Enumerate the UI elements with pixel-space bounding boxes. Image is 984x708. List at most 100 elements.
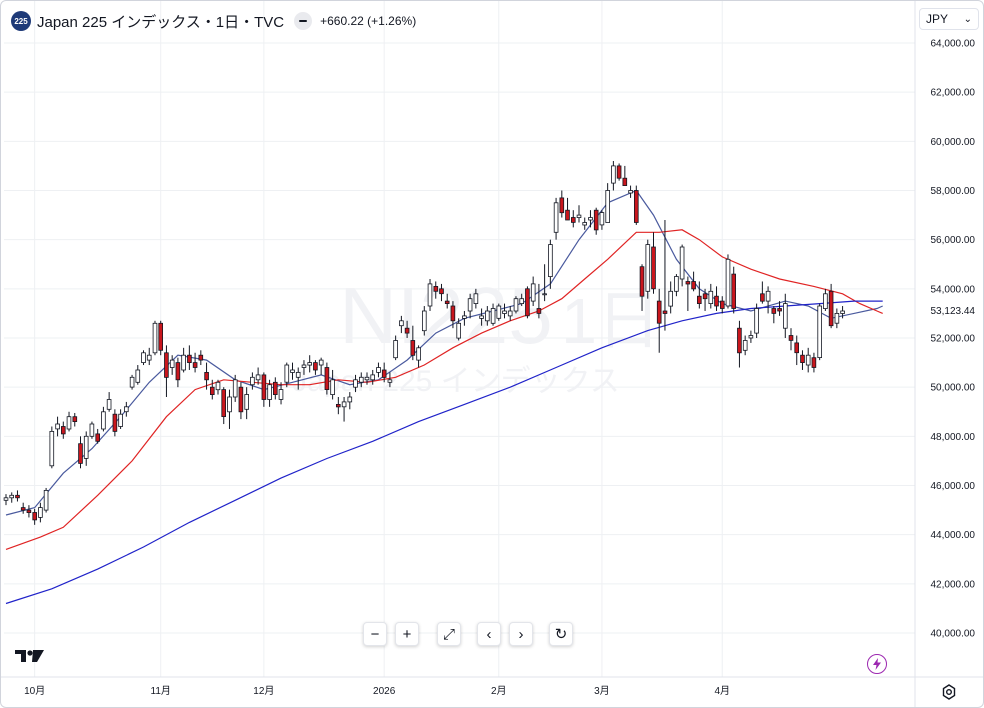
y-tick-label: 50,000.00 bbox=[931, 383, 976, 394]
candle bbox=[605, 183, 610, 223]
candle bbox=[261, 372, 267, 407]
time-axis[interactable]: 10月 11月 12月 2026 2月 3月 4月 bbox=[24, 685, 730, 697]
candle bbox=[788, 328, 794, 351]
candle bbox=[565, 197, 570, 221]
candle-body-down bbox=[565, 209, 570, 221]
candle bbox=[192, 352, 198, 373]
candle-body-down bbox=[61, 426, 66, 435]
zoom-in-button[interactable]: + bbox=[395, 622, 419, 646]
candle bbox=[542, 264, 547, 302]
candle bbox=[353, 374, 358, 393]
symbol-logo[interactable]: 225 bbox=[11, 11, 31, 31]
y-tick-label: 48,000.00 bbox=[931, 432, 976, 443]
candle bbox=[307, 355, 312, 373]
candle bbox=[152, 320, 158, 356]
candle-body-down bbox=[238, 386, 244, 413]
candle bbox=[284, 362, 290, 388]
candle-body-up bbox=[742, 340, 748, 351]
candle bbox=[255, 367, 261, 385]
candle-body-down bbox=[26, 509, 32, 514]
watermark-name: Japan 225 インデックス bbox=[292, 365, 620, 398]
candle-body-down bbox=[811, 357, 817, 368]
watermark: NI225 1日 Japan 225 インデックス bbox=[292, 271, 661, 398]
candle-body-up bbox=[146, 354, 152, 361]
lightning-icon[interactable] bbox=[867, 654, 887, 674]
currency-selector[interactable]: JPY ⌄ bbox=[919, 8, 979, 30]
candle bbox=[588, 210, 593, 228]
candle-body-up bbox=[227, 396, 232, 413]
candle bbox=[467, 293, 473, 319]
y-tick-label: 52,000.00 bbox=[931, 334, 976, 345]
candle bbox=[9, 492, 15, 503]
candle-body-up bbox=[376, 367, 381, 373]
candle bbox=[490, 303, 496, 326]
candle bbox=[513, 296, 519, 314]
reset-scale-button[interactable]: ⤢ bbox=[437, 622, 461, 646]
candle-body-down bbox=[697, 295, 702, 305]
candle bbox=[559, 190, 565, 218]
candle-body-up bbox=[387, 379, 393, 383]
last-price-value: 53,123.44 bbox=[931, 306, 976, 317]
candle bbox=[668, 281, 673, 314]
candle bbox=[622, 165, 628, 186]
tradingview-logo-icon[interactable] bbox=[14, 648, 46, 664]
candle bbox=[209, 379, 215, 400]
scroll-right-button[interactable]: › bbox=[509, 622, 533, 646]
candle bbox=[43, 487, 49, 513]
candle-body-down bbox=[444, 300, 450, 305]
candle bbox=[49, 426, 55, 469]
candle bbox=[456, 318, 461, 341]
candle-body-up bbox=[66, 416, 72, 430]
candle bbox=[697, 281, 702, 309]
candle bbox=[61, 421, 66, 439]
candle-body-up bbox=[353, 379, 358, 388]
symbol-title[interactable]: Japan 225 インデックス・1日・TVC bbox=[37, 13, 285, 31]
candle bbox=[290, 362, 295, 380]
candle-body-up bbox=[754, 308, 759, 334]
reset-chart-button[interactable]: ↻ bbox=[549, 622, 573, 646]
candle-body-up bbox=[605, 190, 610, 223]
candle-body-up bbox=[611, 165, 616, 184]
more-options-icon[interactable] bbox=[294, 12, 313, 30]
candle-body-up bbox=[823, 293, 828, 309]
candle-body-up bbox=[341, 401, 347, 408]
candle-body-up bbox=[507, 310, 513, 317]
candle bbox=[507, 306, 513, 321]
candle-body-down bbox=[702, 293, 708, 300]
zoom-out-button[interactable]: − bbox=[363, 622, 387, 646]
candle-body-up bbox=[473, 293, 479, 304]
candle-body-down bbox=[622, 177, 628, 186]
candle-body-up bbox=[244, 394, 250, 410]
candle-body-up bbox=[834, 312, 840, 324]
candle-body-up bbox=[284, 364, 290, 383]
candle bbox=[783, 293, 788, 338]
candle-body-up bbox=[9, 494, 15, 499]
candle-body-up bbox=[553, 202, 559, 233]
candle-body-down bbox=[209, 386, 215, 396]
candle bbox=[679, 244, 685, 287]
candle-body-up bbox=[421, 310, 427, 332]
candle bbox=[656, 288, 662, 353]
candle bbox=[496, 303, 502, 321]
candle bbox=[823, 288, 828, 311]
candle bbox=[599, 210, 605, 230]
candle-body-up bbox=[250, 376, 255, 386]
candle-body-down bbox=[685, 281, 691, 285]
candle bbox=[519, 293, 524, 307]
candle-body-up bbox=[106, 399, 112, 410]
price-axis[interactable]: 40,000.00 42,000.00 44,000.00 46,000.00 48,0… bbox=[931, 39, 976, 640]
candle bbox=[473, 288, 479, 309]
candle bbox=[267, 379, 272, 407]
candle bbox=[55, 416, 60, 437]
candle bbox=[674, 274, 679, 297]
candle bbox=[181, 347, 186, 373]
candle bbox=[444, 293, 450, 309]
candle bbox=[232, 374, 238, 402]
candle-body-down bbox=[272, 381, 278, 395]
settings-gear-icon[interactable] bbox=[941, 684, 957, 700]
candle bbox=[295, 367, 301, 390]
candle bbox=[158, 320, 164, 356]
candle-body-down bbox=[800, 354, 805, 364]
scroll-left-button[interactable]: ‹ bbox=[477, 622, 501, 646]
